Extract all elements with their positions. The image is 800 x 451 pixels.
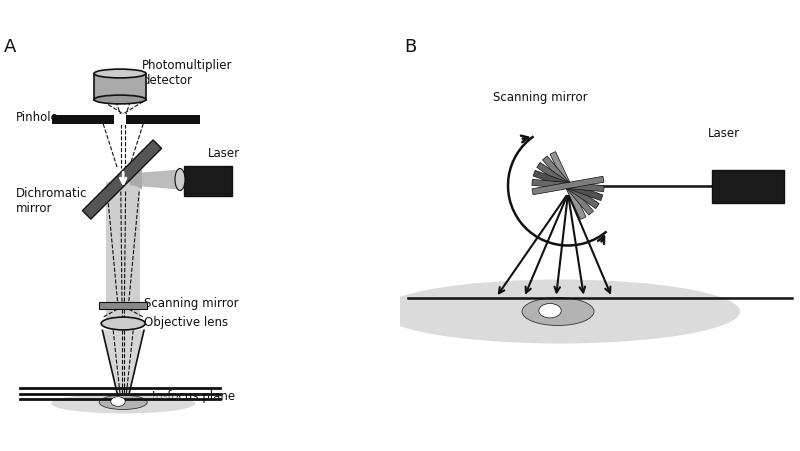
- Polygon shape: [532, 176, 604, 195]
- Text: In-focus plane: In-focus plane: [152, 390, 235, 403]
- Ellipse shape: [175, 169, 185, 190]
- Ellipse shape: [522, 298, 594, 326]
- Polygon shape: [532, 179, 604, 192]
- Text: A: A: [4, 37, 16, 55]
- Text: Scanning mirror: Scanning mirror: [493, 91, 587, 104]
- Ellipse shape: [539, 304, 562, 318]
- Text: Photomultiplier
detector: Photomultiplier detector: [142, 60, 233, 87]
- Polygon shape: [537, 162, 599, 209]
- Polygon shape: [533, 170, 603, 201]
- Text: Laser: Laser: [708, 127, 740, 140]
- Polygon shape: [542, 156, 594, 215]
- Ellipse shape: [51, 394, 195, 414]
- Bar: [52, 115, 200, 124]
- Polygon shape: [130, 170, 180, 189]
- Ellipse shape: [94, 69, 146, 78]
- Polygon shape: [82, 140, 162, 219]
- Bar: [712, 170, 784, 203]
- Text: Dichromatic
mirror: Dichromatic mirror: [16, 188, 87, 216]
- Text: Laser: Laser: [208, 147, 240, 160]
- Polygon shape: [550, 152, 586, 219]
- Ellipse shape: [110, 397, 125, 406]
- Ellipse shape: [380, 280, 740, 344]
- Ellipse shape: [94, 95, 146, 104]
- Text: Objective lens: Objective lens: [144, 316, 228, 329]
- Text: B: B: [404, 37, 416, 55]
- Text: Pinhole: Pinhole: [16, 111, 59, 124]
- Text: Scanning mirror: Scanning mirror: [144, 297, 238, 310]
- Bar: [106, 181, 140, 322]
- Bar: [99, 302, 147, 309]
- Ellipse shape: [101, 317, 146, 330]
- Bar: [114, 114, 126, 124]
- Bar: [184, 166, 232, 195]
- Ellipse shape: [99, 395, 147, 410]
- Polygon shape: [102, 330, 144, 394]
- Bar: [94, 74, 146, 100]
- Polygon shape: [124, 170, 142, 189]
